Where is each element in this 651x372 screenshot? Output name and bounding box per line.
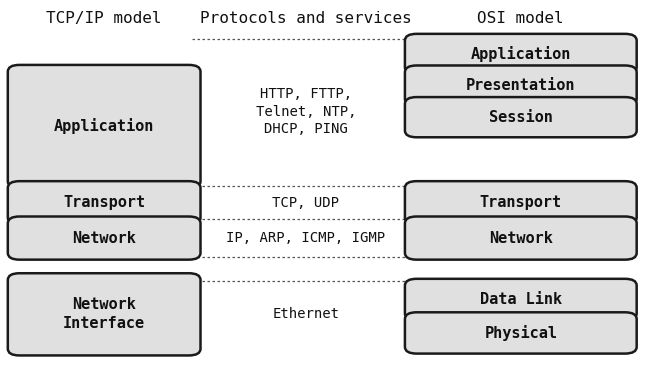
FancyBboxPatch shape [405, 279, 637, 320]
Text: TCP/IP model: TCP/IP model [46, 11, 162, 26]
Text: Network: Network [489, 231, 553, 246]
FancyBboxPatch shape [8, 217, 201, 260]
FancyBboxPatch shape [8, 181, 201, 224]
FancyBboxPatch shape [405, 34, 637, 74]
FancyBboxPatch shape [405, 312, 637, 353]
FancyBboxPatch shape [405, 217, 637, 260]
Text: Data Link: Data Link [480, 292, 562, 307]
Text: Network: Network [72, 231, 136, 246]
FancyBboxPatch shape [8, 65, 201, 188]
FancyBboxPatch shape [8, 273, 201, 356]
Text: HTTP, FTTP,
Telnet, NTP,
DHCP, PING: HTTP, FTTP, Telnet, NTP, DHCP, PING [256, 87, 356, 136]
Text: Protocols and services: Protocols and services [200, 11, 412, 26]
Text: Ethernet: Ethernet [273, 307, 339, 321]
Text: Presentation: Presentation [466, 78, 575, 93]
Text: IP, ARP, ICMP, IGMP: IP, ARP, ICMP, IGMP [227, 231, 385, 245]
Text: Application: Application [471, 46, 571, 62]
Text: Application: Application [54, 118, 154, 135]
Text: Physical: Physical [484, 325, 557, 341]
Text: TCP, UDP: TCP, UDP [273, 196, 339, 210]
Text: Transport: Transport [480, 195, 562, 210]
Text: Network
Interface: Network Interface [63, 297, 145, 331]
Text: Session: Session [489, 110, 553, 125]
Text: Transport: Transport [63, 195, 145, 210]
Text: OSI model: OSI model [477, 11, 564, 26]
FancyBboxPatch shape [405, 65, 637, 106]
FancyBboxPatch shape [405, 181, 637, 224]
FancyBboxPatch shape [405, 97, 637, 137]
